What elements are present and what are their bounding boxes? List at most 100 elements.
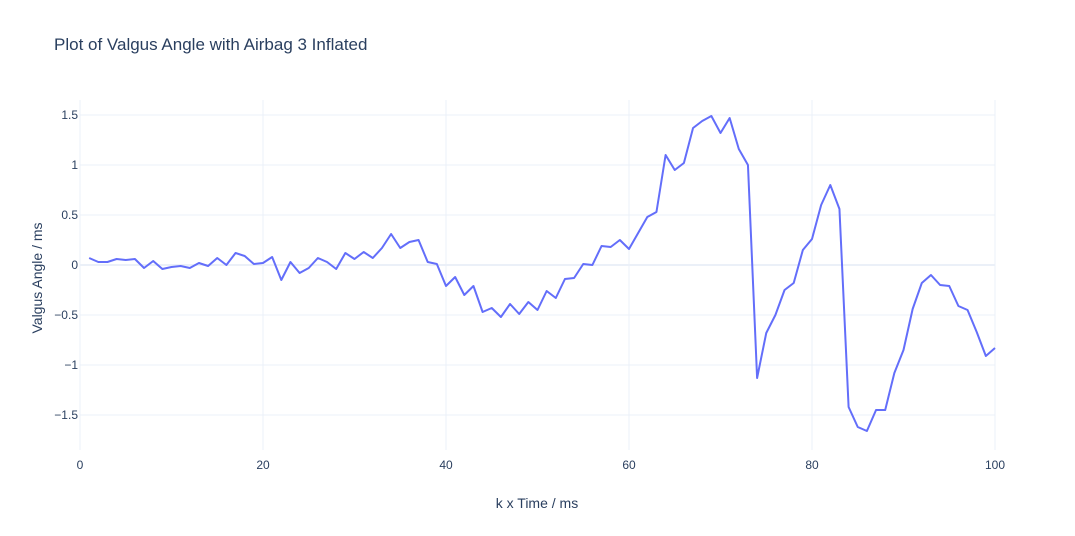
- data-point[interactable]: [132, 256, 138, 262]
- data-point[interactable]: [983, 353, 989, 359]
- data-point[interactable]: [644, 214, 650, 220]
- data-point[interactable]: [123, 257, 129, 263]
- data-point[interactable]: [800, 247, 806, 253]
- data-point[interactable]: [388, 231, 394, 237]
- data-point[interactable]: [718, 130, 724, 136]
- data-point[interactable]: [992, 345, 998, 351]
- data-point[interactable]: [653, 209, 659, 215]
- data-point[interactable]: [379, 245, 385, 251]
- data-point[interactable]: [461, 292, 467, 298]
- data-point[interactable]: [955, 303, 961, 309]
- data-point[interactable]: [233, 250, 239, 256]
- data-point[interactable]: [690, 125, 696, 131]
- data-point[interactable]: [205, 263, 211, 269]
- data-point[interactable]: [589, 262, 595, 268]
- data-point[interactable]: [251, 261, 257, 267]
- data-point[interactable]: [480, 309, 486, 315]
- data-point[interactable]: [836, 206, 842, 212]
- data-point[interactable]: [86, 255, 92, 261]
- data-point[interactable]: [727, 115, 733, 121]
- data-point[interactable]: [178, 263, 184, 269]
- data-point[interactable]: [352, 256, 358, 262]
- data-point[interactable]: [278, 277, 284, 283]
- data-point[interactable]: [864, 428, 870, 434]
- data-point[interactable]: [535, 307, 541, 313]
- data-point[interactable]: [782, 287, 788, 293]
- data-point[interactable]: [416, 237, 422, 243]
- data-point[interactable]: [754, 375, 760, 381]
- data-point[interactable]: [397, 245, 403, 251]
- data-point[interactable]: [699, 118, 705, 124]
- data-point[interactable]: [260, 260, 266, 266]
- data-point[interactable]: [159, 266, 165, 272]
- data-point[interactable]: [809, 236, 815, 242]
- data-point[interactable]: [580, 261, 586, 267]
- data-point[interactable]: [498, 314, 504, 320]
- data-point[interactable]: [489, 305, 495, 311]
- data-point[interactable]: [617, 237, 623, 243]
- data-point[interactable]: [214, 255, 220, 261]
- data-point[interactable]: [745, 162, 751, 168]
- data-point[interactable]: [324, 259, 330, 265]
- data-point[interactable]: [928, 272, 934, 278]
- data-point[interactable]: [150, 258, 156, 264]
- data-point[interactable]: [223, 262, 229, 268]
- data-point[interactable]: [736, 146, 742, 152]
- data-point[interactable]: [525, 299, 531, 305]
- data-point[interactable]: [187, 265, 193, 271]
- data-point[interactable]: [196, 260, 202, 266]
- data-point[interactable]: [827, 182, 833, 188]
- data-point[interactable]: [287, 259, 293, 265]
- data-point[interactable]: [626, 246, 632, 252]
- data-point[interactable]: [946, 283, 952, 289]
- data-point[interactable]: [544, 288, 550, 294]
- data-point[interactable]: [297, 270, 303, 276]
- data-point[interactable]: [507, 301, 513, 307]
- data-point[interactable]: [141, 265, 147, 271]
- data-point[interactable]: [104, 259, 110, 265]
- data-point[interactable]: [855, 424, 861, 430]
- data-point[interactable]: [306, 265, 312, 271]
- data-point[interactable]: [553, 295, 559, 301]
- data-point[interactable]: [663, 152, 669, 158]
- data-point[interactable]: [882, 407, 888, 413]
- data-point[interactable]: [635, 230, 641, 236]
- data-point[interactable]: [516, 311, 522, 317]
- data-point[interactable]: [425, 259, 431, 265]
- data-point[interactable]: [599, 243, 605, 249]
- data-point[interactable]: [891, 370, 897, 376]
- data-point[interactable]: [242, 253, 248, 259]
- data-point[interactable]: [370, 255, 376, 261]
- data-point[interactable]: [763, 330, 769, 336]
- data-point[interactable]: [114, 256, 120, 262]
- data-point[interactable]: [901, 347, 907, 353]
- data-point[interactable]: [681, 160, 687, 166]
- data-point[interactable]: [342, 250, 348, 256]
- data-point[interactable]: [937, 282, 943, 288]
- data-point[interactable]: [846, 404, 852, 410]
- data-point[interactable]: [873, 407, 879, 413]
- data-point[interactable]: [919, 280, 925, 286]
- data-point[interactable]: [169, 264, 175, 270]
- data-point[interactable]: [562, 276, 568, 282]
- data-point[interactable]: [333, 266, 339, 272]
- data-point[interactable]: [443, 283, 449, 289]
- data-point[interactable]: [608, 244, 614, 250]
- data-point[interactable]: [672, 167, 678, 173]
- data-point[interactable]: [791, 280, 797, 286]
- data-point[interactable]: [434, 261, 440, 267]
- data-point[interactable]: [95, 259, 101, 265]
- data-point[interactable]: [470, 283, 476, 289]
- data-point[interactable]: [974, 329, 980, 335]
- data-point[interactable]: [571, 275, 577, 281]
- data-point[interactable]: [406, 239, 412, 245]
- data-point[interactable]: [452, 274, 458, 280]
- data-point[interactable]: [269, 254, 275, 260]
- data-point[interactable]: [965, 307, 971, 313]
- data-point[interactable]: [315, 255, 321, 261]
- data-point[interactable]: [708, 113, 714, 119]
- data-point[interactable]: [910, 306, 916, 312]
- data-point[interactable]: [361, 249, 367, 255]
- data-point[interactable]: [772, 312, 778, 318]
- data-point[interactable]: [818, 202, 824, 208]
